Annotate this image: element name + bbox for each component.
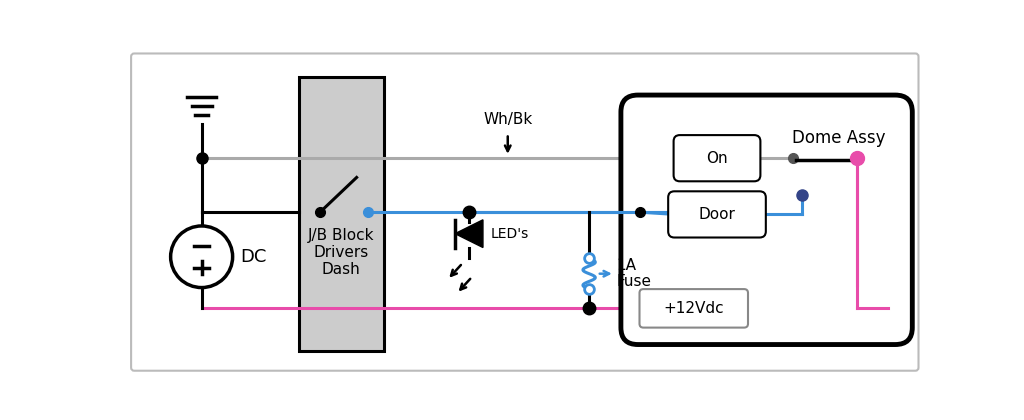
Text: Drivers: Drivers	[313, 244, 369, 260]
FancyBboxPatch shape	[669, 191, 766, 238]
FancyBboxPatch shape	[674, 135, 761, 181]
Text: J/B Block: J/B Block	[308, 228, 375, 243]
Polygon shape	[455, 220, 483, 247]
Text: Fuse: Fuse	[616, 274, 651, 289]
FancyBboxPatch shape	[621, 95, 912, 344]
Text: +12Vdc: +12Vdc	[664, 301, 724, 316]
Text: 1A: 1A	[616, 258, 636, 273]
Circle shape	[171, 226, 232, 288]
Text: On: On	[707, 151, 728, 166]
Text: DC: DC	[241, 248, 266, 266]
Text: LED's: LED's	[490, 227, 529, 241]
Text: Door: Door	[698, 207, 735, 222]
FancyBboxPatch shape	[299, 77, 384, 351]
FancyBboxPatch shape	[131, 53, 919, 371]
Text: Wh/Bk: Wh/Bk	[483, 112, 532, 127]
Text: Dash: Dash	[322, 262, 360, 277]
Text: Dome Assy: Dome Assy	[793, 129, 886, 147]
FancyBboxPatch shape	[640, 289, 748, 328]
